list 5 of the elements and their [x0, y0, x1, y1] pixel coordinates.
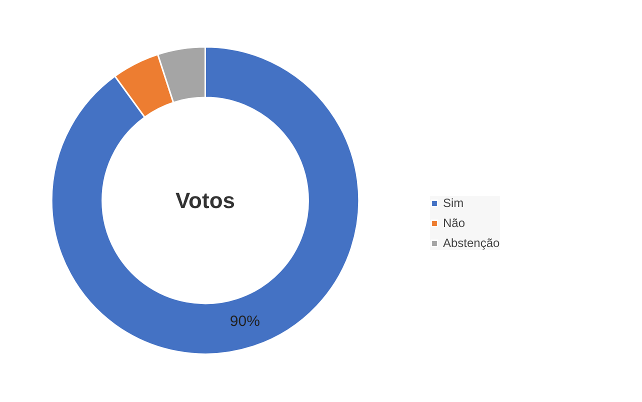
data-label: 90% [230, 312, 260, 330]
legend-label: Abstenção [443, 236, 500, 250]
legend-label: Sim [443, 196, 464, 210]
legend-label: Não [443, 216, 466, 230]
text: Votos [176, 188, 235, 213]
